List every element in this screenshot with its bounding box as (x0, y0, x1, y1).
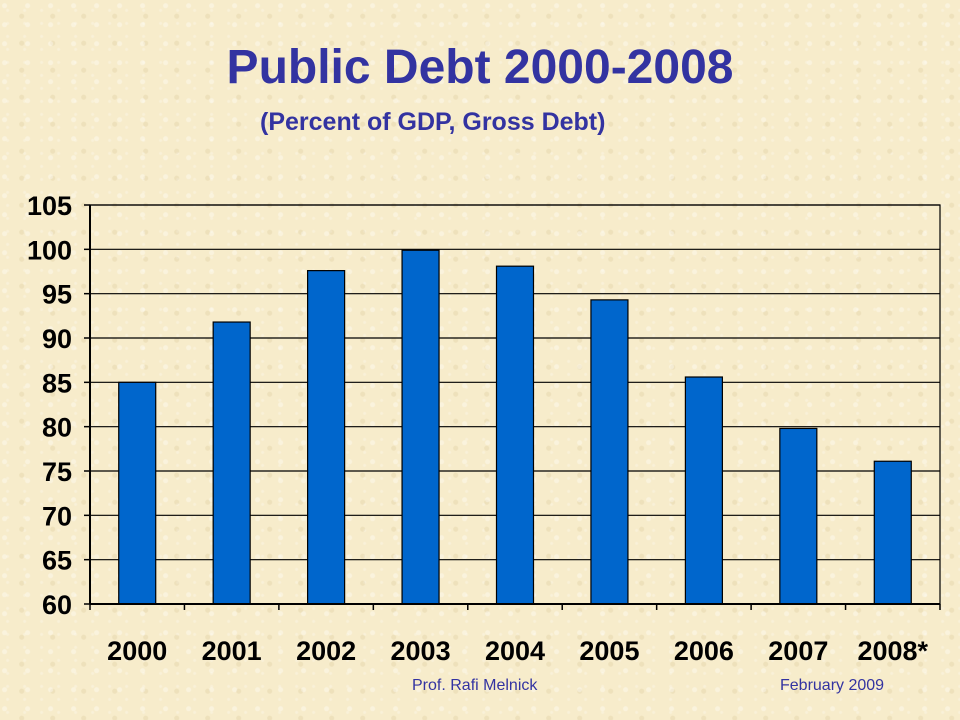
x-tick-label: 2003 (391, 636, 451, 666)
bar-2006 (684, 376, 723, 605)
y-tick-label: 75 (42, 457, 72, 487)
y-tick-label: 90 (42, 324, 72, 354)
x-tick-label: 2004 (485, 636, 545, 666)
bar-2000 (118, 381, 157, 605)
x-tick-labels: 2000 2001 2002 2003 2004 2005 2006 2007 2008* (89, 604, 941, 666)
x-tick-label: 2007 (768, 636, 828, 666)
footer-date: February 2009 (780, 677, 885, 694)
bar-2007 (779, 427, 818, 605)
bar-2004 (495, 265, 535, 605)
footer-author: Prof. Rafi Melnick (412, 677, 538, 694)
x-tick-label: 2001 (202, 636, 262, 666)
y-tick-label: 80 (42, 413, 72, 443)
chart-subtitle: (Percent of GDP, Gross Debt) (260, 108, 606, 136)
y-tick-label: 60 (42, 590, 72, 620)
y-tick-label: 85 (42, 368, 72, 398)
x-tick-label: 2002 (296, 636, 356, 666)
x-tick-label: 2000 (107, 636, 167, 666)
bar-2008* (873, 460, 912, 605)
bar-2005 (590, 299, 629, 605)
bar-2001 (212, 321, 251, 605)
bar-2002 (307, 270, 346, 605)
bar-2003 (401, 249, 440, 605)
y-tick-label: 95 (42, 280, 72, 310)
chart-title: Public Debt 2000-2008 (226, 41, 734, 94)
y-tick-label: 100 (27, 235, 72, 265)
y-tick-labels: 60 65 70 75 80 85 90 95 100 105 (27, 191, 90, 620)
y-tick-label: 105 (27, 191, 72, 221)
x-tick-label: 2008* (857, 636, 928, 666)
y-tick-label: 65 (42, 546, 72, 576)
bars (118, 249, 912, 605)
axes (89, 204, 941, 605)
x-tick-label: 2005 (579, 636, 639, 666)
y-tick-label: 70 (42, 501, 72, 531)
x-tick-label: 2006 (674, 636, 734, 666)
